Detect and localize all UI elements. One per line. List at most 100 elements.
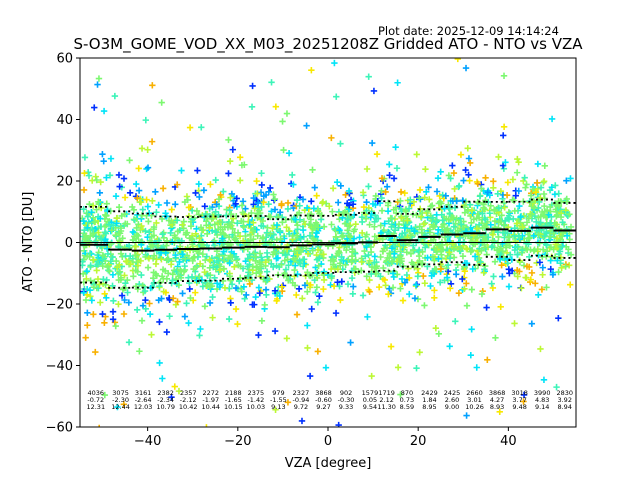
scatter-point <box>500 221 508 228</box>
scatter-point <box>451 204 459 212</box>
scatter-point <box>347 339 354 346</box>
scatter-point <box>130 273 137 280</box>
scatter-point <box>394 364 402 371</box>
scatter-point <box>494 239 502 247</box>
scatter-point <box>463 245 470 252</box>
scatter-point <box>144 264 152 271</box>
scatter-point <box>196 193 203 201</box>
scatter-point <box>398 214 405 222</box>
scatter-point <box>282 266 290 273</box>
scatter-point <box>362 215 370 222</box>
scatter-point <box>160 275 167 282</box>
scatter-point <box>179 290 186 297</box>
scatter-point <box>459 197 466 204</box>
scatter-point <box>367 270 375 278</box>
scatter-point <box>293 196 301 204</box>
bin-count: 2830 <box>556 389 573 397</box>
scatter-point <box>248 103 256 111</box>
scatter-point <box>557 213 565 221</box>
scatter-point <box>273 262 280 269</box>
scatter-point <box>303 122 310 129</box>
scatter-point <box>566 236 573 243</box>
scatter-point <box>308 305 315 313</box>
scatter-point <box>199 283 207 290</box>
scatter-point <box>284 399 292 406</box>
scatter-point <box>511 207 519 215</box>
scatter-point <box>118 292 126 299</box>
scatter-point <box>488 280 495 287</box>
scatter-point <box>170 295 177 302</box>
scatter-point <box>403 249 411 256</box>
scatter-point <box>446 210 453 217</box>
scatter-point <box>293 311 301 318</box>
scatter-point <box>498 262 505 269</box>
scatter-point <box>256 259 263 266</box>
scatter-point <box>520 398 527 405</box>
scatter-point <box>433 218 441 225</box>
bin-mean: 3.92 <box>557 396 571 404</box>
scatter-point <box>232 200 239 207</box>
scatter-point <box>94 261 101 268</box>
scatter-point <box>224 224 232 231</box>
scatter-point <box>540 212 547 219</box>
bin-mean: -0.30 <box>338 396 355 404</box>
scatter-point <box>268 79 275 86</box>
bin-std: 8.59 <box>400 403 414 411</box>
scatter-point <box>363 165 371 173</box>
scatter-point <box>169 271 176 278</box>
scatter-point <box>493 246 501 254</box>
bin-mean: -0.72 <box>87 396 104 404</box>
scatter-point <box>153 247 160 254</box>
scatter-point <box>153 219 160 227</box>
scatter-point <box>421 244 429 251</box>
scatter-point <box>350 283 357 290</box>
scatter-point <box>425 184 432 191</box>
scatter-point <box>103 174 110 181</box>
bin-mean: -0.60 <box>315 396 332 404</box>
scatter-point <box>201 203 208 210</box>
scatter-point <box>525 263 533 271</box>
scatter-point <box>194 167 201 174</box>
scatter-point <box>201 268 208 276</box>
scatter-point <box>88 209 95 216</box>
scatter-point <box>299 295 306 302</box>
scatter-point <box>175 387 183 395</box>
scatter-point <box>135 165 142 172</box>
scatter-point <box>269 225 276 232</box>
scatter-point <box>227 211 234 218</box>
scatter-point <box>453 197 460 205</box>
scatter-point <box>242 205 249 212</box>
scatter-point <box>534 179 541 187</box>
scatter-point <box>395 221 403 228</box>
scatter-point <box>364 313 371 321</box>
scatter-point <box>212 208 219 216</box>
scatter-point <box>235 278 243 285</box>
scatter-point <box>445 172 453 179</box>
scatter-point <box>385 268 392 275</box>
scatter-point <box>386 161 393 168</box>
scatter-point <box>558 243 565 250</box>
scatter-point <box>389 284 397 291</box>
scatter-point <box>517 213 524 221</box>
scatter-point <box>372 215 380 222</box>
scatter-point <box>491 258 499 265</box>
scatter-point <box>113 220 120 227</box>
scatter-point <box>482 216 489 223</box>
scatter-point <box>349 246 356 253</box>
scatter-point <box>359 189 367 196</box>
scatter-point <box>93 267 100 274</box>
scatter-point <box>511 320 518 327</box>
scatter-point <box>278 202 285 209</box>
scatter-point <box>515 187 522 195</box>
scatter-point <box>226 259 233 267</box>
scatter-point <box>371 253 379 260</box>
scatter-point <box>304 238 311 245</box>
bin-mean: 0.05 <box>363 396 377 404</box>
scatter-point <box>181 262 188 270</box>
bin-std: 8.93 <box>490 403 504 411</box>
scatter-point <box>94 81 101 88</box>
scatter-point <box>361 247 368 255</box>
scatter-point <box>515 232 522 240</box>
scatter-point <box>442 192 450 200</box>
scatter-point <box>246 251 253 258</box>
